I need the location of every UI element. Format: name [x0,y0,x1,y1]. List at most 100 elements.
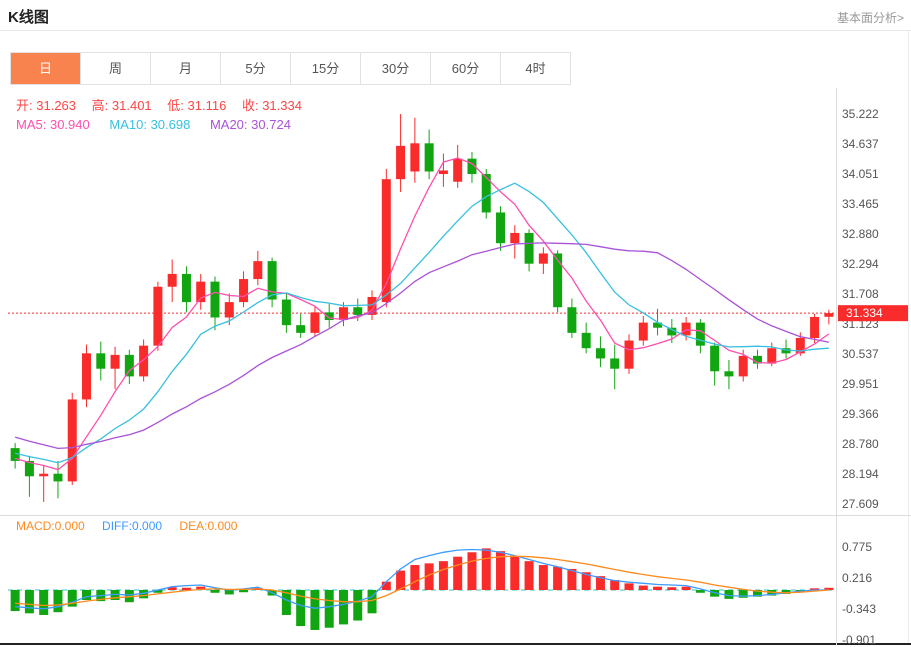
candle-body [210,281,220,318]
candle-body [752,355,762,364]
candle-body [795,337,805,354]
candle-body [695,322,705,346]
candle-body [196,281,206,303]
high-value: 31.401 [111,98,152,113]
tab-30分[interactable]: 30分 [361,53,431,84]
tab-周[interactable]: 周 [81,53,151,84]
low-label: 低: [167,98,184,113]
macd-hist-bar [438,561,448,591]
candle-body [153,286,163,346]
price-axis-label: 33.465 [842,197,879,211]
current-price-tag-text: 31.334 [846,306,883,320]
macd-hist-bar [296,590,306,627]
ma10-label: MA10: [109,117,147,132]
close-label: 收: [241,98,259,113]
candle-body [338,307,348,321]
candle-body [67,399,77,482]
candle-body [538,253,548,264]
macd-hist-bar [524,561,534,591]
candle-body [267,261,277,300]
macd-hist-bar [681,586,691,591]
header-divider [0,30,911,31]
macd-hist-bar [224,590,234,595]
tab-月[interactable]: 月 [151,53,221,84]
right-border [908,30,909,643]
ma10-value: 30.698 [150,117,191,132]
diff-value: 0.000 [132,519,163,533]
macd-hist-bar [781,590,791,594]
candle-body [410,143,420,172]
open-value: 31.263 [36,98,77,113]
candle-body [595,348,605,359]
macd-hist-bar [553,566,563,591]
candle-body [367,296,377,315]
macd-hist-bar [567,568,577,591]
macd-hist-bar [510,556,520,591]
candle-body [653,322,663,328]
candle-body [253,261,263,280]
macd-hist-bar [581,572,591,591]
candle-body [781,348,791,354]
dea-label: DEA: [179,519,208,533]
price-axis-label: 28.780 [842,437,879,451]
candle-body [524,232,534,264]
macd-hist-bar [210,590,220,593]
macd-hist-bar [595,576,605,591]
candle-body [481,174,491,213]
tab-4时[interactable]: 4时 [501,53,570,84]
candle-body [39,473,49,477]
candle-body [496,212,506,244]
macd-hist-bar [196,586,206,591]
candle-body [581,332,591,349]
price-axis-label: 32.880 [842,227,879,241]
price-axis-label: 34.051 [842,167,879,181]
candle-body [239,279,249,303]
tab-日[interactable]: 日 [11,53,81,84]
candle-body [396,145,406,180]
macd-hist-bar [410,565,420,591]
macd-hist-bar [496,551,506,591]
macd-hist-bar [167,587,177,591]
macd-hist-bar [381,581,391,591]
tab-15分[interactable]: 15分 [291,53,361,84]
macd-hist-bar [281,590,291,615]
candle-body [181,273,191,303]
ma5-line [14,157,830,471]
macd-value: 0.000 [54,519,85,533]
candle-body [810,316,820,338]
candle-body [353,307,363,315]
dea-line [15,555,829,607]
macd-hist-bar [139,590,149,599]
macd-hist-bar [338,590,348,625]
ma20-value: 30.724 [251,117,291,132]
price-axis-label: 29.951 [842,377,879,391]
candle-body [310,312,320,333]
macd-hist-bar [624,583,634,591]
price-axis-label: 29.366 [842,407,879,421]
macd-axis-label: 0.216 [842,571,872,585]
diff-line [15,548,829,610]
macd-hist-bar [353,590,363,621]
macd-hist-bar [181,587,191,591]
ma-row: MA5: 30.940 MA10: 30.698 MA20: 30.724 [16,117,291,132]
current-price-tag [838,305,908,322]
macd-axis-label: 0.775 [842,540,872,554]
candle-body [510,232,520,244]
high-label: 高: [91,98,109,113]
tab-60分[interactable]: 60分 [431,53,501,84]
macd-hist-bar [752,590,762,597]
bottom-border [0,643,911,645]
macd-hist-bar [153,590,163,593]
macd-label: MACD: [16,519,55,533]
tab-5分[interactable]: 5分 [221,53,291,84]
macd-hist-bar [324,590,334,628]
macd-hist-bar [82,590,92,600]
macd-hist-bar [53,590,63,613]
macd-hist-bar [638,585,648,591]
chart-canvas[interactable]: 35.222 34.637 34.051 33.465 32.880 32.294 31.7… [0,88,911,645]
macd-hist-bar [824,587,834,591]
candle-body [296,325,306,333]
price-axis-label: 34.637 [842,137,879,151]
fundamental-analysis-link[interactable]: 基本面分析> [836,11,904,25]
candle-body [424,143,434,172]
